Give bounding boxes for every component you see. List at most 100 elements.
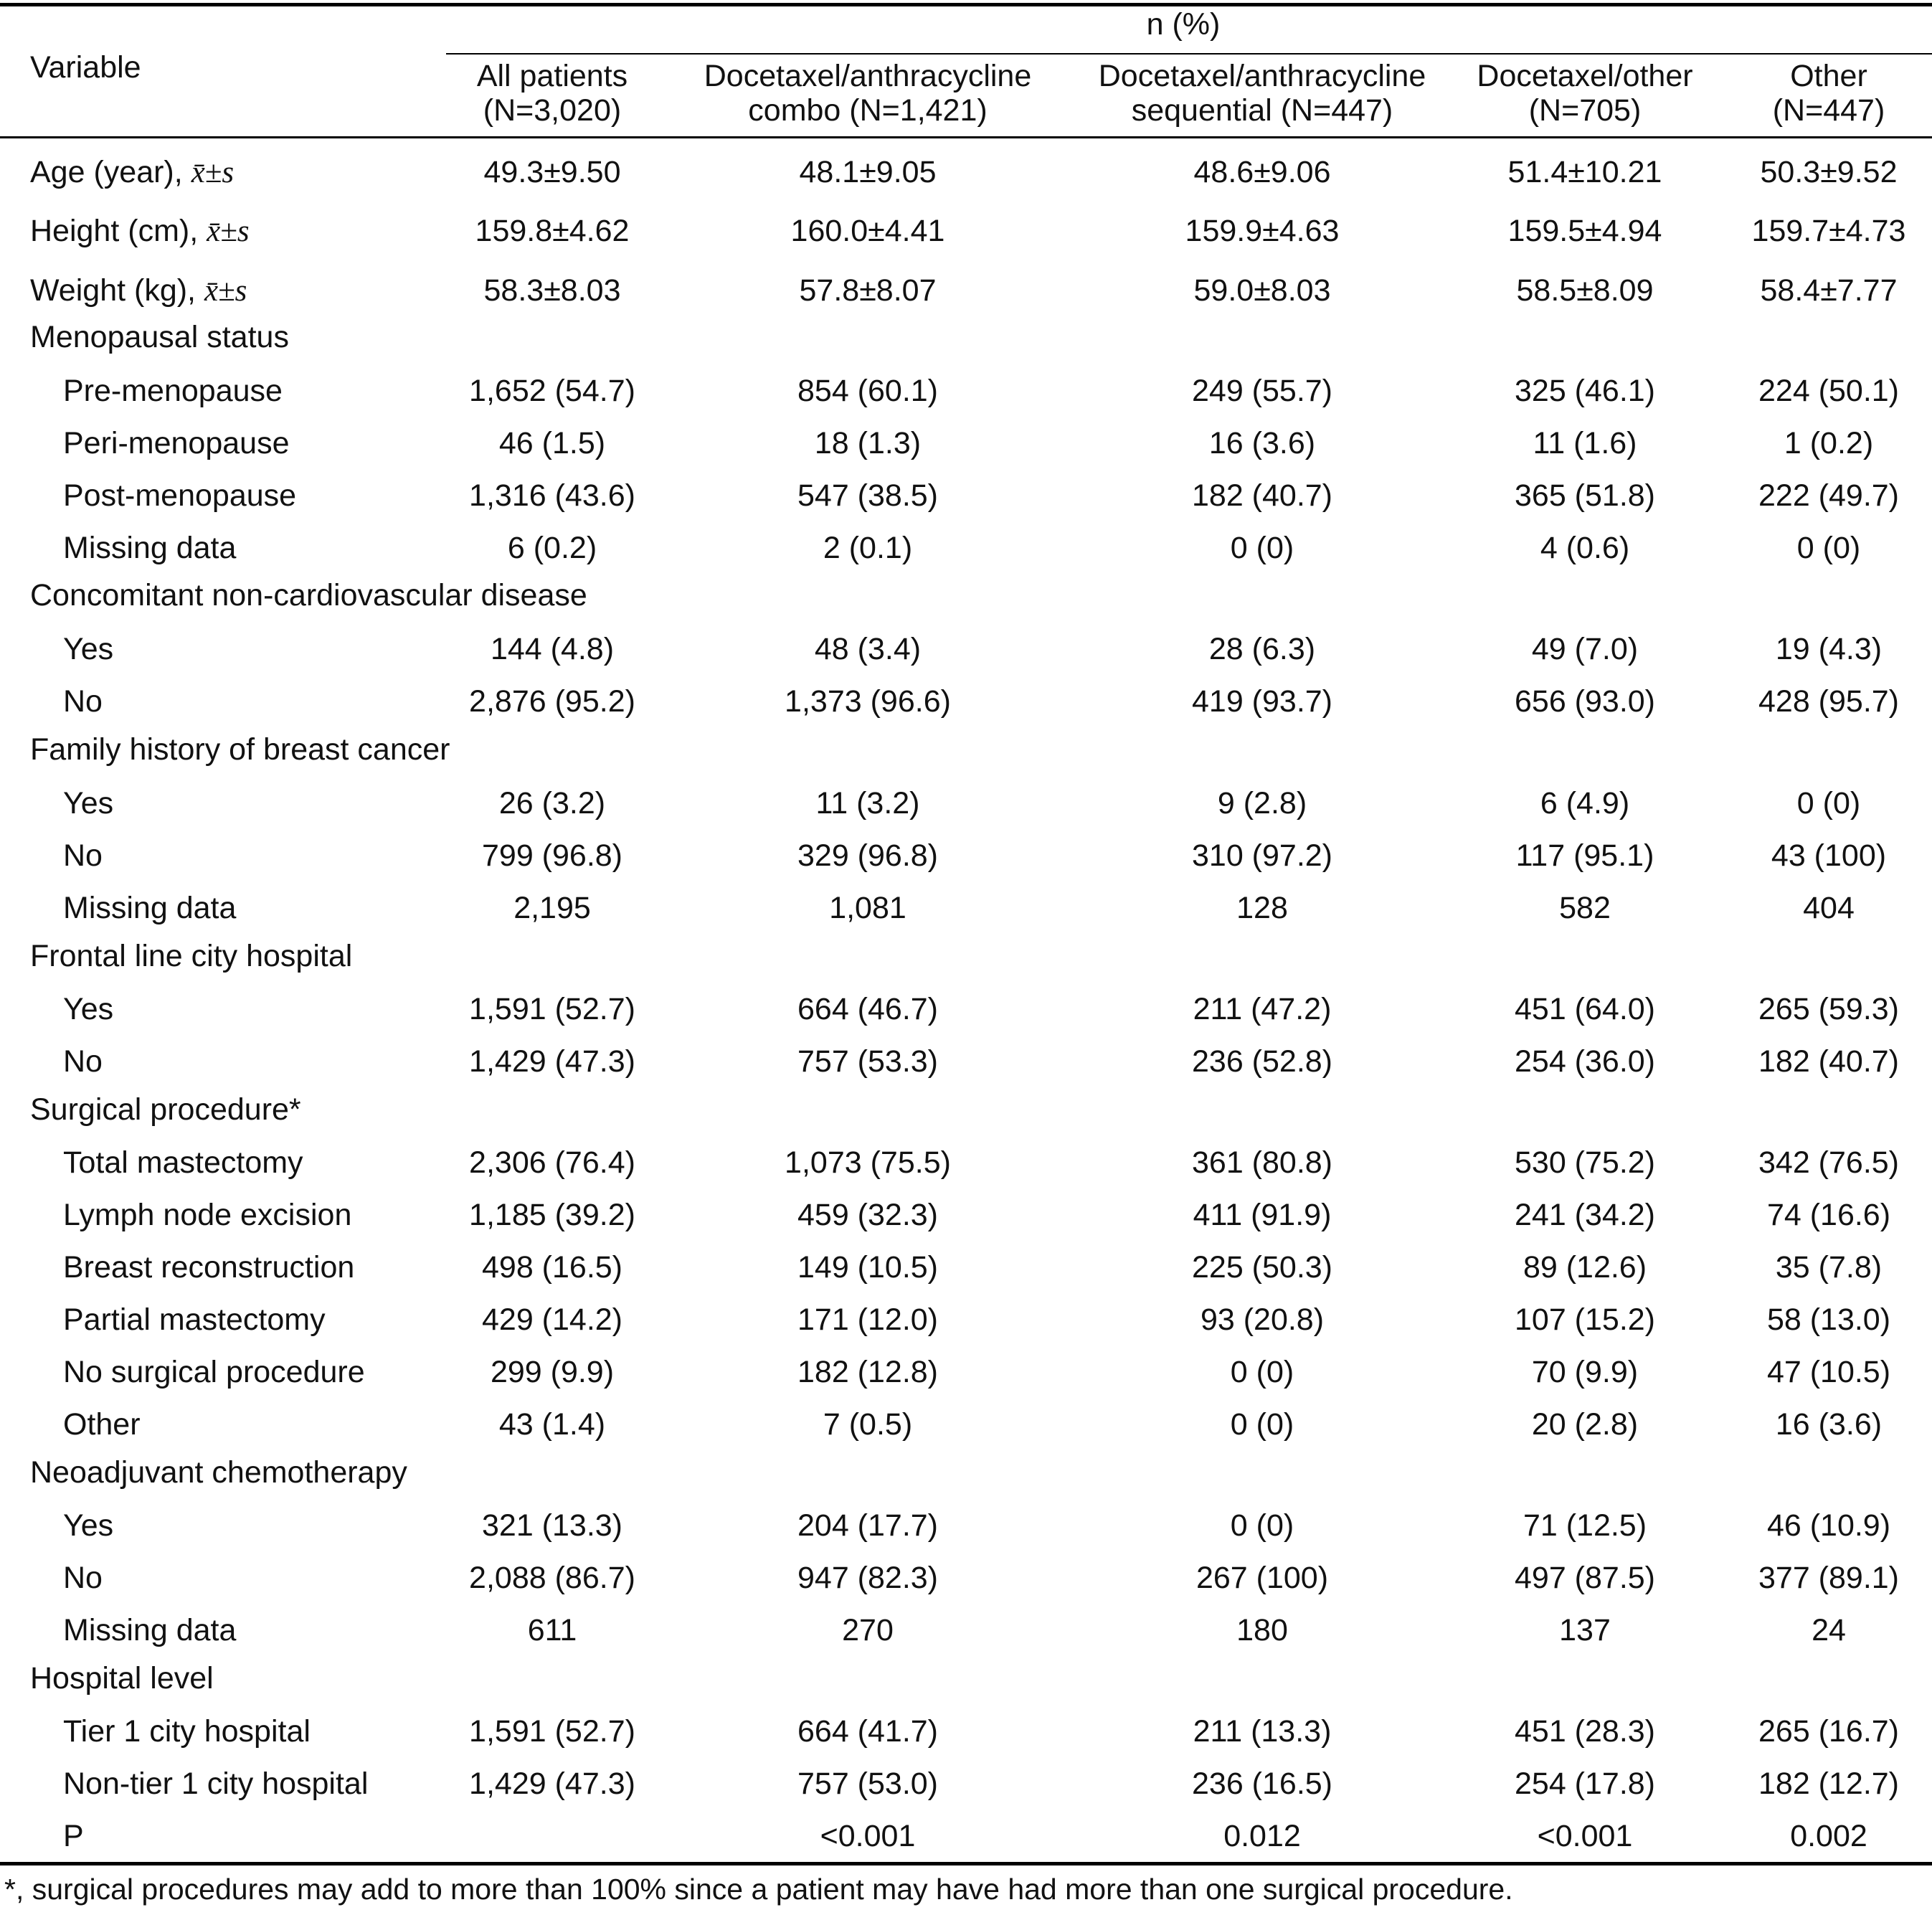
table-cell: 58.3±8.03 bbox=[483, 273, 621, 308]
row-label: Breast reconstruction bbox=[63, 1246, 354, 1289]
row-label: Hospital level bbox=[30, 1657, 214, 1700]
table-cell: 0 (0) bbox=[1796, 786, 1861, 821]
row-label-text: Menopausal status bbox=[30, 320, 289, 354]
table-cell: 180 bbox=[1236, 1613, 1288, 1647]
row-label-text: P bbox=[63, 1819, 84, 1853]
table-row: Missing data 2,195 1,081 128 582 404 bbox=[0, 886, 1932, 930]
table-row: Weight (kg), x̄±s 58.3±8.03 57.8±8.07 59.0±8… bbox=[0, 269, 1932, 312]
table-cell: 48 (3.4) bbox=[814, 632, 922, 666]
table-cell: 58.5±8.09 bbox=[1516, 273, 1654, 308]
table-cell: 547 (38.5) bbox=[797, 478, 939, 513]
column-header-line: (N=3,020) bbox=[483, 93, 622, 128]
table-cell: 2 (0.1) bbox=[823, 531, 913, 565]
variable-header: Variable bbox=[30, 50, 141, 85]
table-cell: 664 (41.7) bbox=[797, 1714, 939, 1749]
column-header-all-patients: All patients (N=3,020) bbox=[445, 59, 660, 128]
table-cell: 254 (36.0) bbox=[1514, 1044, 1656, 1079]
row-label-text: No bbox=[63, 838, 103, 873]
table-row: P <0.001 0.012 <0.001 0.002 bbox=[0, 1815, 1932, 1858]
table-cell: 4 (0.6) bbox=[1540, 531, 1630, 565]
section-row: Family history of breast cancer bbox=[0, 728, 1932, 771]
table-row: No 799 (96.8) 329 (96.8) 310 (97.2) 117 (95.… bbox=[0, 834, 1932, 877]
table-cell: <0.001 bbox=[820, 1819, 916, 1853]
table-cell: 28 (6.3) bbox=[1208, 632, 1316, 666]
table-cell: 2,195 bbox=[513, 891, 591, 925]
table-cell: 419 (93.7) bbox=[1191, 684, 1333, 719]
row-label-text: Surgical procedure* bbox=[30, 1092, 301, 1127]
table-cell: 24 bbox=[1812, 1613, 1846, 1647]
table-row: No 2,876 (95.2) 1,373 (96.6) 419 (93.7) 656 … bbox=[0, 680, 1932, 723]
table-cell: 428 (95.7) bbox=[1758, 684, 1900, 719]
table-cell: 329 (96.8) bbox=[797, 838, 939, 873]
row-label: P bbox=[63, 1815, 84, 1858]
table-cell: 854 (60.1) bbox=[797, 374, 939, 408]
table-cell: 51.4±10.21 bbox=[1507, 155, 1662, 189]
header-rule bbox=[0, 136, 1932, 138]
table-cell: 1,316 (43.6) bbox=[469, 478, 635, 513]
table-cell: 11 (1.6) bbox=[1533, 426, 1637, 460]
row-label-text: Tier 1 city hospital bbox=[63, 1714, 311, 1749]
table-cell: 43 (1.4) bbox=[498, 1407, 606, 1442]
table-cell: 498 (16.5) bbox=[481, 1250, 623, 1285]
row-label-text: Weight (kg), bbox=[30, 273, 196, 308]
table-cell: 50.3±9.52 bbox=[1760, 155, 1898, 189]
table-cell: 89 (12.6) bbox=[1523, 1250, 1647, 1285]
column-header-line: Docetaxel/anthracycline bbox=[704, 59, 1032, 93]
table-cell: 1 (0.2) bbox=[1784, 426, 1874, 460]
row-label: Concomitant non-cardiovascular disease bbox=[30, 574, 587, 617]
table-cell: 93 (20.8) bbox=[1200, 1302, 1325, 1337]
row-label-text: Yes bbox=[63, 1508, 114, 1543]
table-cell: 0 (0) bbox=[1230, 531, 1294, 565]
column-header-line: sequential (N=447) bbox=[1131, 93, 1393, 128]
table-cell: 159.8±4.62 bbox=[475, 214, 630, 248]
table-row: Peri-menopause 46 (1.5) 18 (1.3) 16 (3.6) 11… bbox=[0, 422, 1932, 465]
table-cell: 20 (2.8) bbox=[1531, 1407, 1639, 1442]
table-row: Non-tier 1 city hospital 1,429 (47.3) 757 … bbox=[0, 1762, 1932, 1805]
row-label: Other bbox=[63, 1403, 141, 1446]
section-row: Menopausal status bbox=[0, 316, 1932, 359]
table-cell: 1,073 (75.5) bbox=[785, 1145, 951, 1180]
table-row: Pre-menopause 1,652 (54.7) 854 (60.1) 249 (… bbox=[0, 369, 1932, 412]
table-cell: 0.012 bbox=[1223, 1819, 1301, 1853]
table-cell: 47 (10.5) bbox=[1766, 1355, 1891, 1389]
table-cell: 107 (15.2) bbox=[1514, 1302, 1656, 1337]
table-cell: 265 (59.3) bbox=[1758, 992, 1900, 1026]
table-row: Height (cm), x̄±s 159.8±4.62 160.0±4.41 159.… bbox=[0, 209, 1932, 252]
table-cell: 6 (4.9) bbox=[1540, 786, 1630, 821]
row-label: Menopausal status bbox=[30, 316, 289, 359]
table-cell: 57.8±8.07 bbox=[799, 273, 937, 308]
footnote: *, surgical procedures may add to more t… bbox=[4, 1873, 1513, 1906]
mean-sd-symbol: x̄±s bbox=[204, 274, 247, 308]
table-cell: 361 (80.8) bbox=[1191, 1145, 1333, 1180]
table-cell: 267 (100) bbox=[1195, 1561, 1329, 1595]
row-label-text: Non-tier 1 city hospital bbox=[63, 1767, 369, 1801]
section-row: Hospital level bbox=[0, 1657, 1932, 1700]
table-row: Post-menopause 1,316 (43.6) 547 (38.5) 182 … bbox=[0, 474, 1932, 517]
table-cell: 159.5±4.94 bbox=[1507, 214, 1662, 248]
section-row: Surgical procedure* bbox=[0, 1088, 1932, 1131]
section-row: Neoadjuvant chemotherapy bbox=[0, 1451, 1932, 1494]
row-label: No bbox=[63, 680, 103, 723]
column-header-other: Other (N=447) bbox=[1721, 59, 1932, 128]
table-cell: 211 (13.3) bbox=[1193, 1714, 1332, 1749]
row-label-text: Missing data bbox=[63, 531, 237, 565]
table-cell: 310 (97.2) bbox=[1191, 838, 1333, 873]
table-cell: 6 (0.2) bbox=[507, 531, 597, 565]
table-row: Other 43 (1.4) 7 (0.5) 0 (0) 20 (2.8) 16 (3.6… bbox=[0, 1403, 1932, 1446]
row-label-text: Missing data bbox=[63, 891, 237, 925]
table-cell: 182 (12.8) bbox=[797, 1355, 939, 1389]
table-cell: 204 (17.7) bbox=[797, 1508, 939, 1543]
table-row: No 1,429 (47.3) 757 (53.3) 236 (52.8) 254 (3… bbox=[0, 1040, 1932, 1083]
table-cell: 225 (50.3) bbox=[1191, 1250, 1333, 1285]
table-cell: 404 bbox=[1803, 891, 1855, 925]
table-row: Yes 321 (13.3) 204 (17.7) 0 (0) 71 (12.5) 46 … bbox=[0, 1504, 1932, 1547]
table-cell: 459 (32.3) bbox=[797, 1198, 939, 1232]
table-cell: 16 (3.6) bbox=[1775, 1407, 1883, 1442]
table-cell: 947 (82.3) bbox=[797, 1561, 939, 1595]
table-cell: 43 (100) bbox=[1771, 838, 1887, 873]
table-cell: 182 (40.7) bbox=[1758, 1044, 1900, 1079]
table-cell: 128 bbox=[1236, 891, 1288, 925]
table-cell: 1,081 bbox=[829, 891, 906, 925]
row-label: Weight (kg), x̄±s bbox=[30, 269, 247, 313]
column-header-line: Docetaxel/anthracycline bbox=[1098, 59, 1426, 93]
